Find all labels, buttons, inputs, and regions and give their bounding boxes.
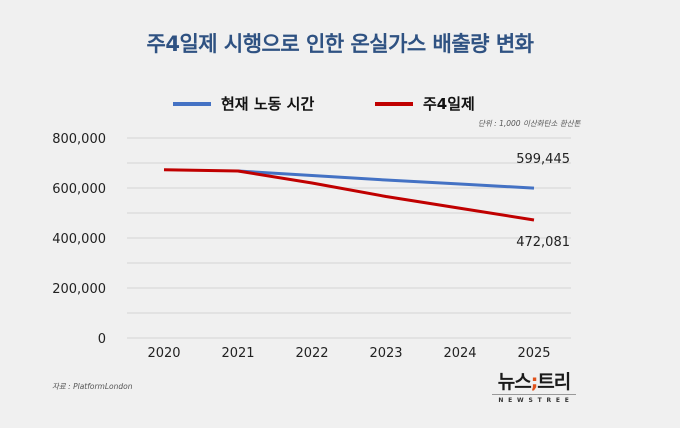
y-tick-label: 200,000 (52, 282, 106, 297)
x-tick-label: 2024 (443, 346, 476, 361)
logo-divider (492, 394, 576, 395)
legend-swatch-current (173, 101, 211, 106)
x-tick-label: 2023 (369, 346, 402, 361)
logo-right: 트리 (537, 371, 571, 393)
x-tick-label: 2021 (221, 346, 254, 361)
legend-label-4day: 주4일제 (423, 95, 475, 113)
logo-subtitle: NEWSTREE (498, 397, 574, 404)
legend-item-current: 현재 노동 시간 (173, 93, 314, 114)
unit-note: 단위 : 1,000 이산화탄소 환산톤 (478, 119, 581, 128)
y-tick-label: 800,000 (52, 132, 106, 147)
y-tick-label: 600,000 (52, 182, 106, 197)
series-line-current (237, 169, 535, 190)
y-tick-label: 0 (98, 332, 106, 347)
chart-title: 주4일제 시행으로 인한 온실가스 배출량 변화 (146, 32, 534, 56)
source-note: 자료 : PlatformLondon (52, 382, 133, 391)
data-label-4day-2025: 472,081 (516, 235, 570, 250)
x-tick-label: 2020 (147, 346, 180, 361)
legend-swatch-4day (375, 101, 413, 106)
legend-item-4day: 주4일제 (375, 93, 475, 114)
x-tick-label: 2025 (517, 346, 550, 361)
x-tick-label: 2022 (295, 346, 328, 361)
legend-label-current: 현재 노동 시간 (221, 95, 315, 113)
y-tick-label: 400,000 (52, 232, 106, 247)
legend: 현재 노동 시간 주4일제 (0, 93, 680, 117)
logo-wordmark: 뉴스;트리 (488, 372, 580, 392)
logo-separator: ; (530, 371, 539, 393)
newstree-logo: 뉴스;트리 NEWSTREE (488, 372, 580, 404)
data-label-current-2025: 599,445 (516, 152, 570, 167)
series-line-4day (163, 168, 535, 222)
logo-left: 뉴스 (497, 371, 532, 393)
